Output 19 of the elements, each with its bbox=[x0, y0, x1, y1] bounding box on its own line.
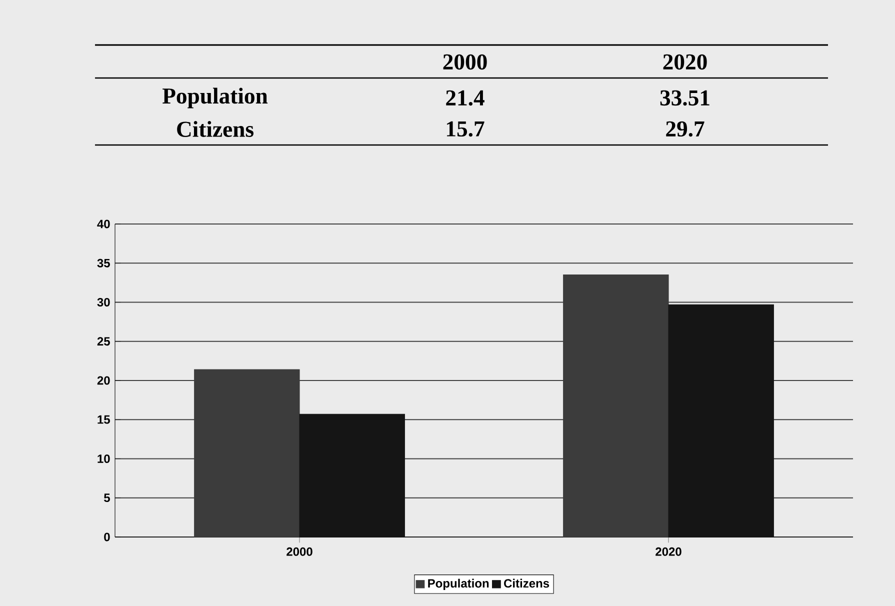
y-tick-label: 10 bbox=[98, 454, 110, 463]
data-label: 21.4 bbox=[446, 90, 484, 106]
y-tick-label: 40 bbox=[97, 220, 110, 228]
y-tick-label: 20 bbox=[97, 376, 110, 385]
text: Population bbox=[162, 88, 268, 108]
y-tick-label: 0 bbox=[104, 532, 110, 542]
data-label: 15.7 bbox=[446, 121, 484, 137]
y-tick-label: 5 bbox=[104, 494, 110, 502]
y-tick-label: 35 bbox=[97, 258, 110, 268]
data-label: 33.51 bbox=[660, 90, 710, 106]
y-tick-label: 25 bbox=[97, 337, 110, 346]
category-label: 2000 bbox=[443, 54, 487, 70]
data-label: 29.7 bbox=[666, 121, 704, 137]
category-label: 2020 bbox=[663, 54, 707, 70]
legend-label: Population bbox=[428, 578, 489, 590]
y-tick-label: 30 bbox=[97, 298, 110, 306]
y-tick-label: 15 bbox=[98, 415, 110, 424]
text: Citizens bbox=[177, 121, 254, 137]
legend-label: Citizens bbox=[504, 578, 550, 588]
